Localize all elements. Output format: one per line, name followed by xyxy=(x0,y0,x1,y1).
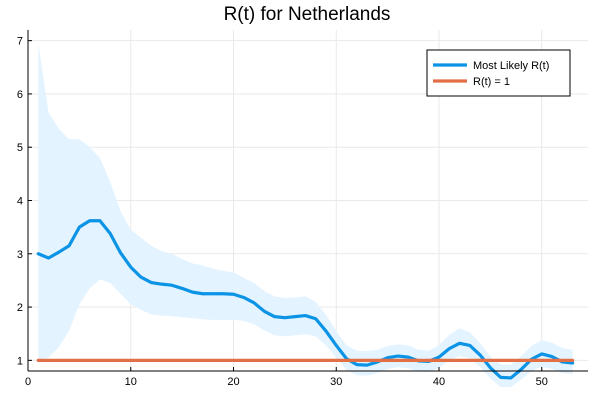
confidence-band xyxy=(38,43,573,387)
series-lines xyxy=(36,219,575,380)
legend-label: Most Likely R(t) xyxy=(473,60,549,72)
legend-box xyxy=(426,49,571,97)
axes xyxy=(27,30,588,372)
y-tick-label: 3 xyxy=(17,249,23,261)
y-tick-label: 2 xyxy=(17,302,23,314)
confidence-band-area xyxy=(38,43,573,387)
legend: Most Likely R(t) R(t) = 1 xyxy=(426,49,571,97)
x-tick-label: 0 xyxy=(25,376,31,388)
y-tick-label: 4 xyxy=(17,196,23,208)
x-tick-label: 20 xyxy=(227,376,239,388)
y-tick-label: 7 xyxy=(17,36,23,48)
chart-title: R(t) for Netherlands xyxy=(224,4,391,25)
legend-label: R(t) = 1 xyxy=(473,76,510,88)
x-tick-label: 30 xyxy=(330,376,342,388)
x-tick-label: 50 xyxy=(536,376,548,388)
y-tick-label: 5 xyxy=(17,142,23,154)
y-tick-label: 1 xyxy=(17,355,23,367)
x-tick-label: 40 xyxy=(433,376,445,388)
x-tick-label: 10 xyxy=(125,376,137,388)
y-tick-label: 6 xyxy=(17,89,23,101)
tick-labels: 0 10 20 30 40 50 1 2 3 4 5 6 7 xyxy=(17,36,548,388)
